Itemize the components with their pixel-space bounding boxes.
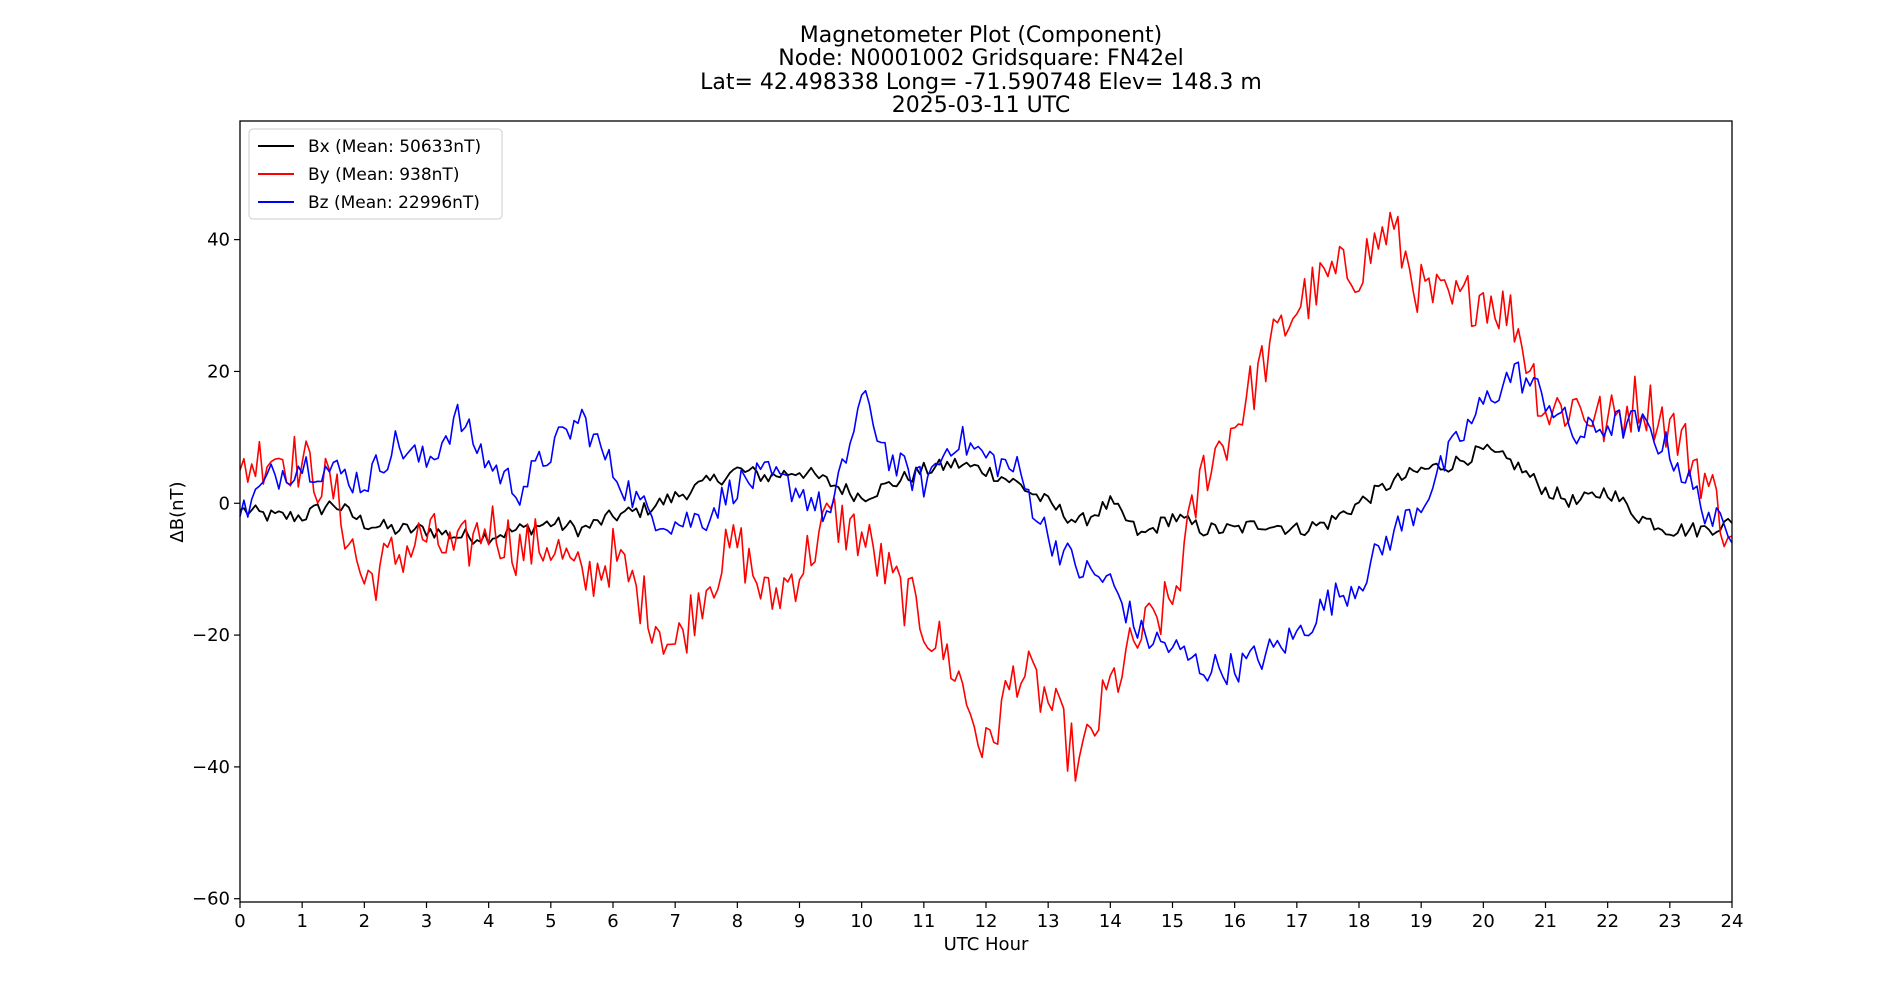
x-tick-label: 10	[850, 911, 873, 932]
series-layer	[239, 211, 1733, 782]
x-tick-label: 8	[732, 911, 743, 932]
series-line-by	[239, 211, 1733, 782]
title-line-1: Magnetometer Plot (Component)	[800, 23, 1163, 48]
legend-label-by: By (Mean: 938nT)	[308, 165, 459, 185]
x-tick-label: 11	[912, 911, 935, 932]
x-tick-label: 14	[1099, 911, 1122, 932]
y-axis-label: ΔB(nT)	[167, 481, 188, 542]
x-tick-label: 1	[296, 911, 307, 932]
legend-label-bx: Bx (Mean: 50633nT)	[308, 137, 481, 157]
y-tick-label: 0	[219, 493, 230, 514]
x-axis: 0 1 2 3 4 5 6 7 8 9 10 11 12 13 14 15 16 17 18 19 20 21 22 23 24	[234, 902, 1743, 932]
x-tick-label: 13	[1037, 911, 1060, 932]
x-tick-label: 7	[669, 911, 680, 932]
x-tick-label: 4	[483, 911, 494, 932]
series-line-bx	[239, 443, 1733, 545]
x-tick-label: 9	[794, 911, 805, 932]
x-tick-label: 6	[607, 911, 618, 932]
x-tick-label: 15	[1161, 911, 1184, 932]
y-tick-label: −60	[192, 889, 230, 910]
title-line-4: 2025-03-11 UTC	[892, 93, 1070, 118]
x-axis-label: UTC Hour	[944, 934, 1029, 955]
y-axis: −60 −40 −20 0 20 40	[192, 230, 240, 910]
legend: Bx (Mean: 50633nT) By (Mean: 938nT) Bz (Me…	[248, 128, 503, 220]
x-tick-label: 19	[1410, 911, 1433, 932]
x-tick-label: 21	[1534, 911, 1557, 932]
title-line-3: Lat= 42.498338 Long= -71.590748 Elev= 14…	[700, 70, 1262, 95]
x-tick-label: 24	[1721, 911, 1744, 932]
legend-label-bz: Bz (Mean: 22996nT)	[308, 193, 480, 213]
x-tick-label: 12	[975, 911, 998, 932]
x-tick-label: 18	[1348, 911, 1371, 932]
title-line-2: Node: N0001002 Gridsquare: FN42el	[778, 46, 1184, 71]
y-tick-label: 20	[207, 361, 230, 382]
legend-box	[248, 128, 503, 220]
y-tick-label: −20	[192, 625, 230, 646]
x-tick-label: 22	[1596, 911, 1619, 932]
x-tick-label: 16	[1223, 911, 1246, 932]
x-tick-label: 23	[1658, 911, 1681, 932]
chart-title: Magnetometer Plot (Component) Node: N000…	[700, 23, 1262, 118]
x-tick-label: 2	[359, 911, 370, 932]
y-tick-label: 40	[207, 230, 230, 251]
x-tick-label: 17	[1285, 911, 1308, 932]
plot-frame	[239, 120, 1733, 903]
y-tick-label: −40	[192, 757, 230, 778]
x-tick-label: 20	[1472, 911, 1495, 932]
x-tick-label: 5	[545, 911, 556, 932]
x-tick-label: 0	[234, 911, 245, 932]
series-line-bz	[239, 361, 1733, 686]
x-tick-label: 3	[421, 911, 432, 932]
